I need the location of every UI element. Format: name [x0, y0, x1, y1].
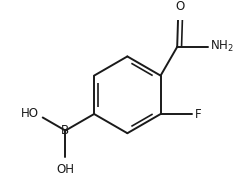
Text: O: O — [176, 0, 185, 13]
Text: F: F — [195, 108, 201, 121]
Text: NH$_2$: NH$_2$ — [210, 39, 234, 54]
Text: HO: HO — [21, 107, 39, 120]
Text: OH: OH — [56, 163, 74, 176]
Text: B: B — [61, 124, 70, 137]
